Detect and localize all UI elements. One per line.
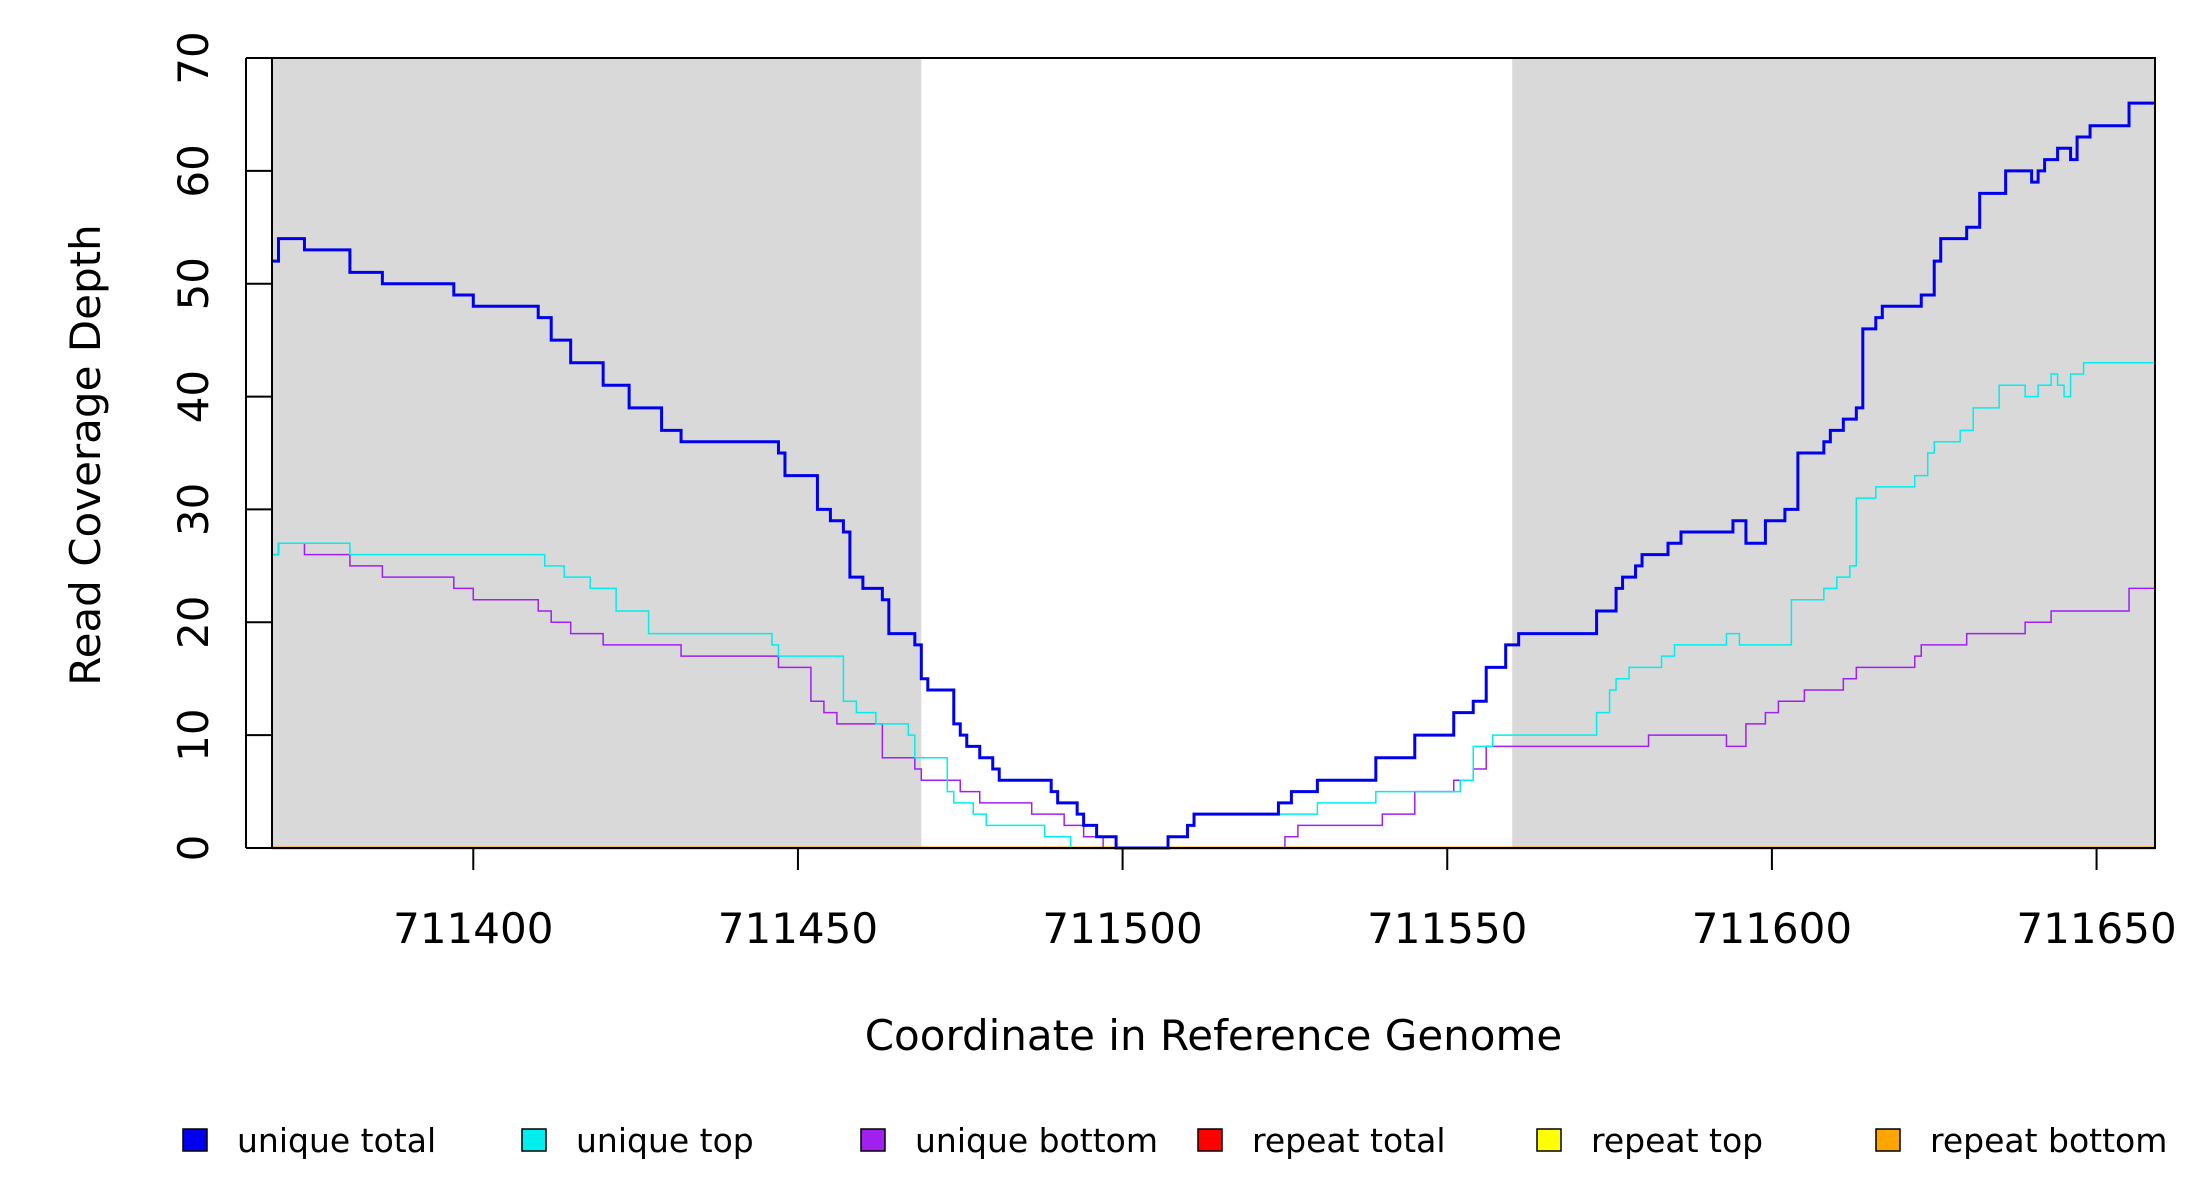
shaded-regions <box>272 58 2155 848</box>
shaded-region-1 <box>272 58 922 848</box>
y-axis: 0 10 20 30 40 50 60 70 <box>169 31 272 861</box>
legend-label: repeat bottom <box>1930 1121 2167 1160</box>
legend-label: repeat top <box>1591 1121 1763 1160</box>
y-tick-label: 70 <box>169 31 218 84</box>
y-tick-label: 20 <box>169 596 218 649</box>
y-tick-label: 0 <box>169 835 218 862</box>
series-line-unique-top <box>272 361 2155 849</box>
x-tick-label: 711400 <box>393 904 553 953</box>
legend-label: unique bottom <box>915 1121 1158 1160</box>
legend-swatch <box>1536 1128 1562 1152</box>
y-axis-title: Read Coverage Depth <box>61 224 110 685</box>
x-tick-label: 711550 <box>1367 904 1527 953</box>
legend-label: repeat total <box>1252 1121 1446 1160</box>
legend-swatch <box>1875 1128 1901 1152</box>
shaded-region-2 <box>1512 58 2155 848</box>
x-tick-label: 711500 <box>1042 904 1202 953</box>
legend-item-unique-top: unique top <box>521 1121 754 1160</box>
x-axis: 711400 711450 711500 711550 711600 711650 <box>393 847 2177 953</box>
series-line-unique-total <box>272 101 2155 850</box>
legend-item-repeat-top: repeat top <box>1536 1121 1763 1160</box>
legend-swatch <box>860 1128 886 1152</box>
y-tick-label: 10 <box>169 708 218 761</box>
y-tick-label: 60 <box>169 144 218 197</box>
series-line-unique-bottom <box>272 542 2155 849</box>
y-tick-label: 40 <box>169 370 218 423</box>
x-tick-label: 711600 <box>1692 904 1852 953</box>
legend-item-unique-total: unique total <box>182 1121 436 1160</box>
x-tick-label: 711650 <box>2016 904 2176 953</box>
x-axis-title: Coordinate in Reference Genome <box>865 1011 1563 1060</box>
x-tick-label: 711450 <box>718 904 878 953</box>
legend-swatch <box>521 1128 547 1152</box>
legend-label: unique total <box>237 1121 436 1160</box>
y-tick-label: 30 <box>169 483 218 536</box>
legend: unique total unique top unique bottom repea… <box>182 1121 2167 1160</box>
legend-label: unique top <box>576 1121 754 1160</box>
y-tick-label: 50 <box>169 257 218 310</box>
legend-item-unique-bottom: unique bottom <box>860 1121 1158 1160</box>
legend-swatch <box>1197 1128 1223 1152</box>
legend-swatch <box>182 1128 208 1152</box>
legend-item-repeat-bottom: repeat bottom <box>1875 1121 2167 1160</box>
legend-item-repeat-total: repeat total <box>1197 1121 1446 1160</box>
